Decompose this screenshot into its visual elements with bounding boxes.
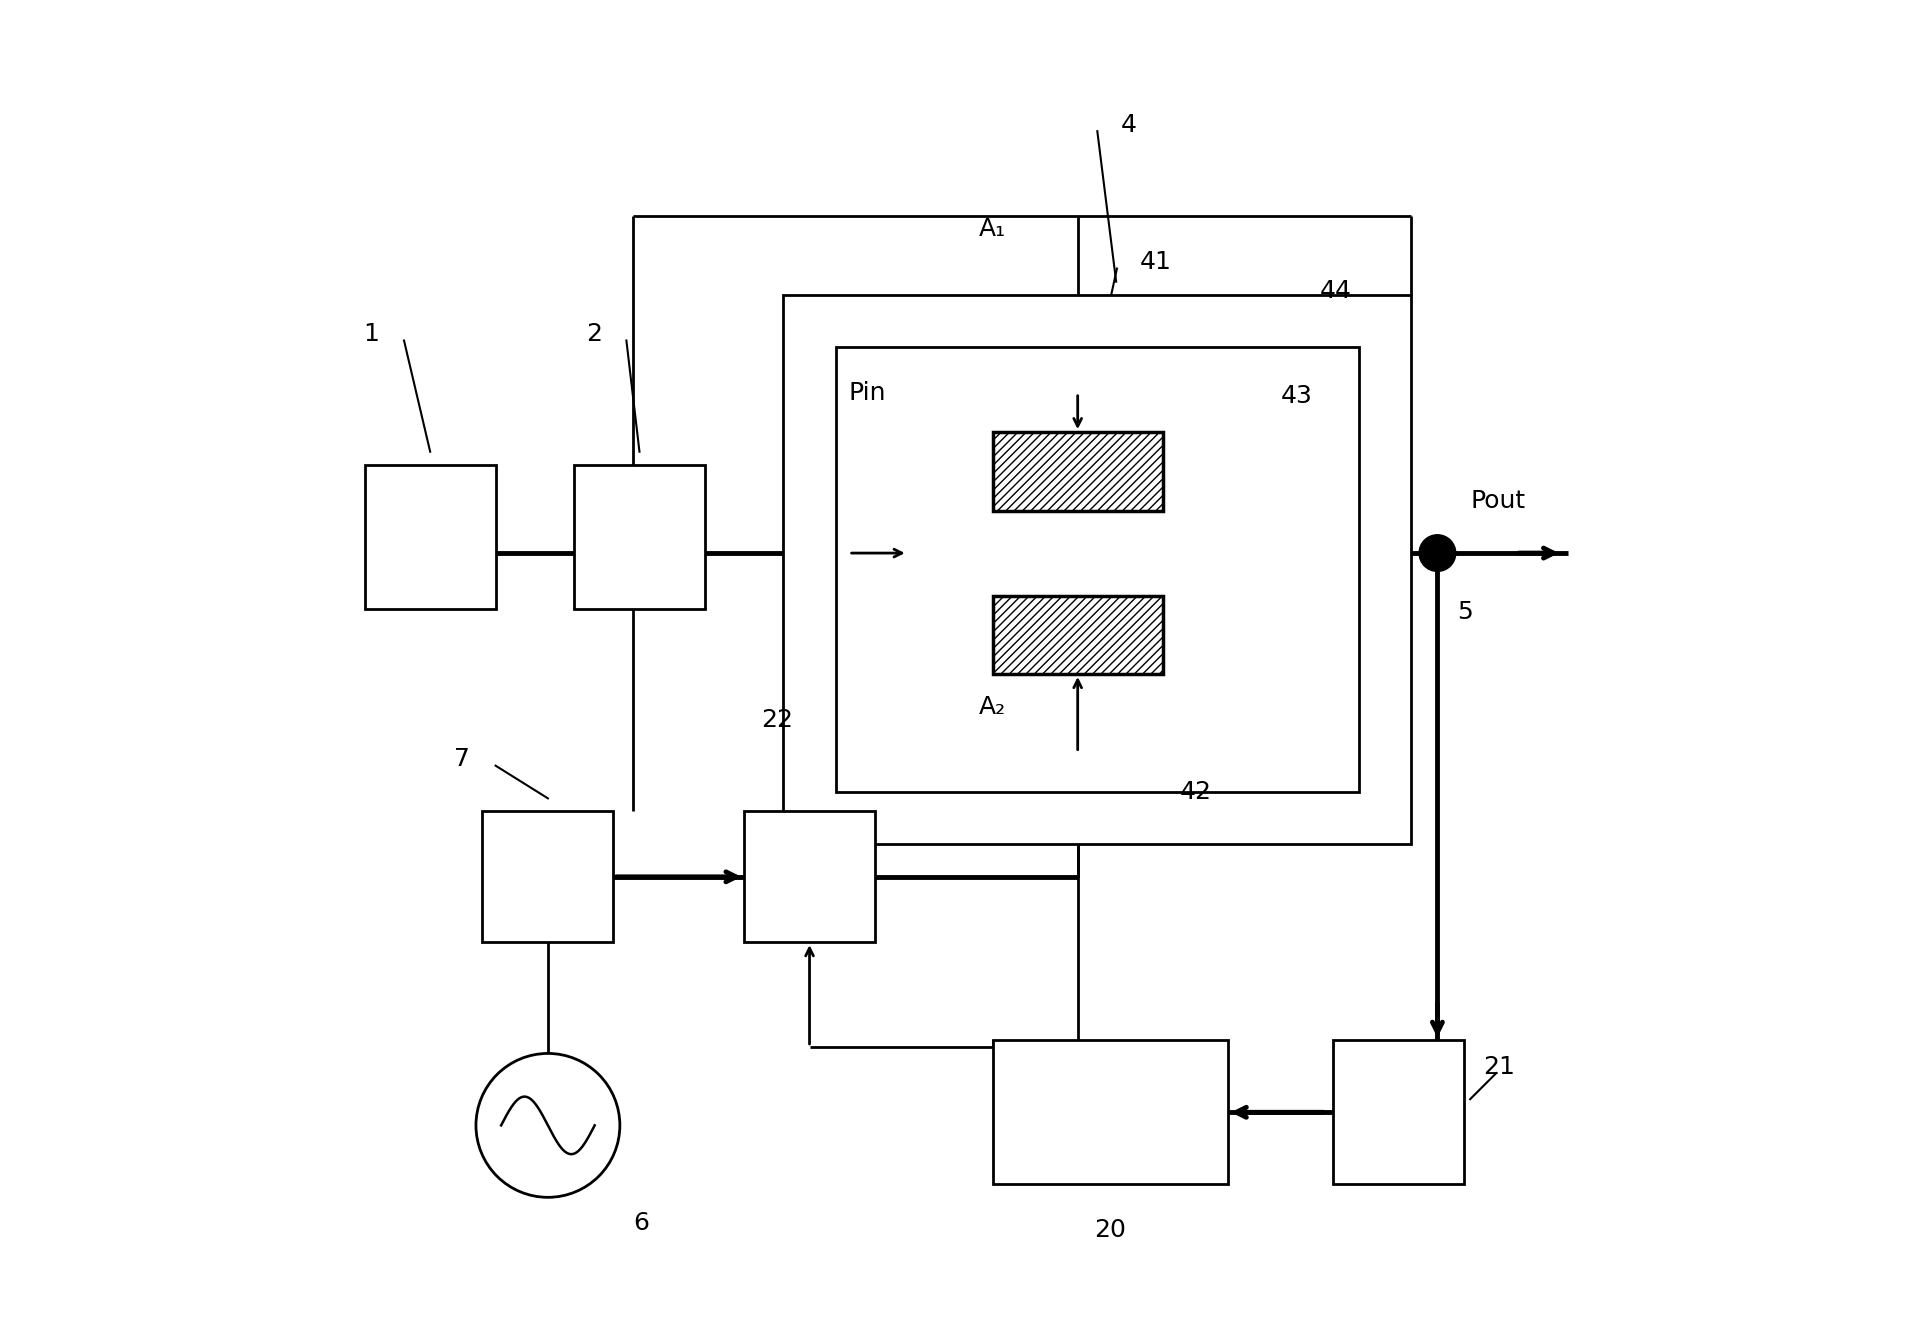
- Text: 2: 2: [585, 323, 601, 346]
- Text: 6: 6: [632, 1211, 649, 1236]
- Text: 7: 7: [454, 747, 469, 771]
- Text: 20: 20: [1094, 1218, 1126, 1243]
- Text: 44: 44: [1320, 279, 1350, 304]
- Bar: [1331, 1040, 1463, 1185]
- Text: 1: 1: [363, 323, 379, 346]
- Bar: [744, 812, 875, 943]
- Text: 4: 4: [1121, 112, 1136, 136]
- Text: 42: 42: [1179, 780, 1211, 804]
- Text: 22: 22: [761, 707, 792, 732]
- Bar: [782, 295, 1410, 845]
- Text: A₂: A₂: [980, 695, 1007, 719]
- Text: 5: 5: [1457, 600, 1472, 624]
- Text: Pout: Pout: [1470, 489, 1524, 513]
- Bar: [365, 465, 495, 608]
- Bar: [483, 812, 612, 943]
- Text: Pin: Pin: [848, 381, 885, 405]
- Bar: [835, 348, 1358, 792]
- Circle shape: [1418, 535, 1455, 571]
- Bar: [993, 596, 1163, 674]
- Text: 41: 41: [1140, 250, 1171, 274]
- Bar: [574, 465, 705, 608]
- Text: 21: 21: [1482, 1055, 1515, 1079]
- Bar: [993, 432, 1163, 510]
- Bar: [993, 1040, 1227, 1185]
- Text: 43: 43: [1279, 385, 1312, 408]
- Text: A₁: A₁: [980, 217, 1007, 242]
